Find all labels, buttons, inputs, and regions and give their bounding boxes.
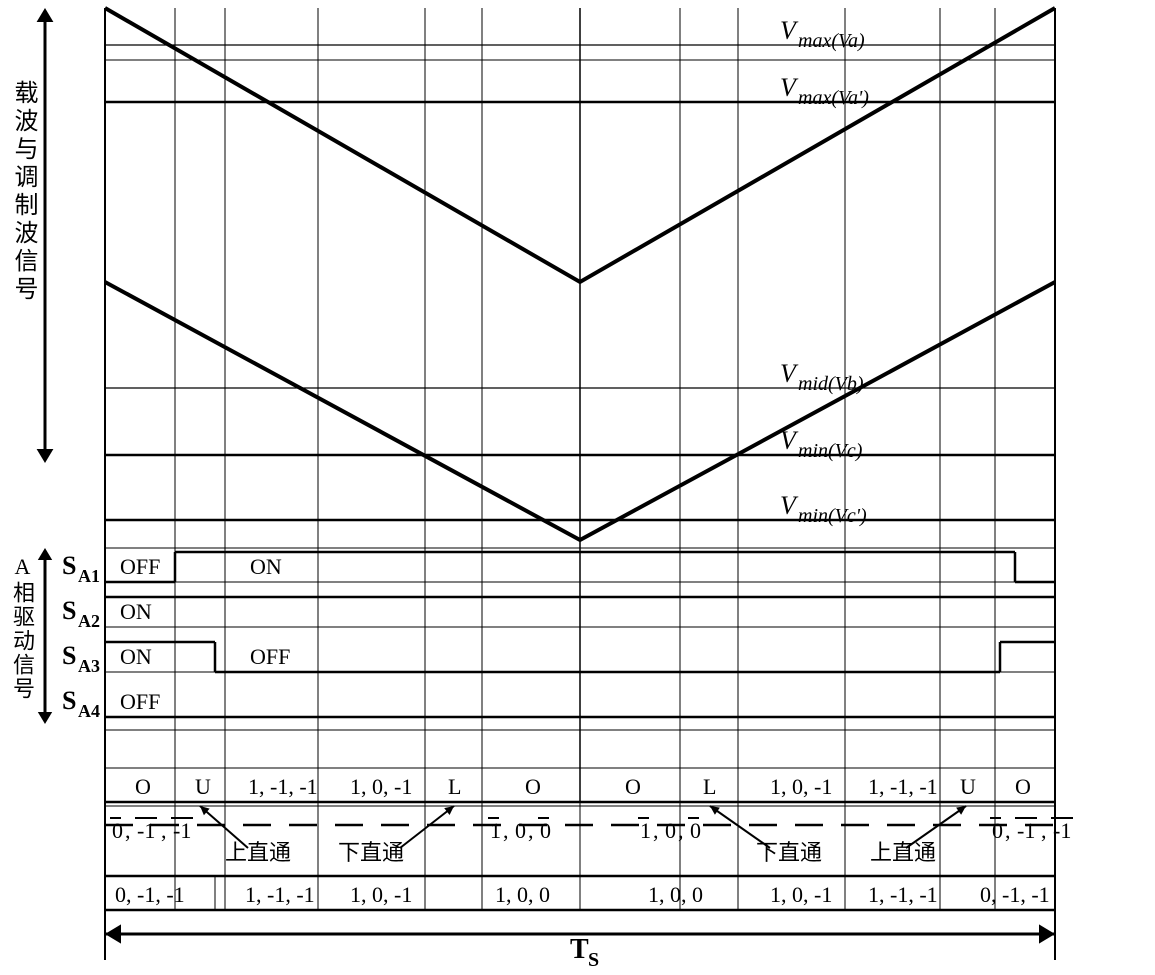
svg-text:0: 0 <box>992 818 1003 843</box>
svg-text:ON: ON <box>250 554 282 579</box>
svg-text:ON: ON <box>120 644 152 669</box>
svg-text:V: V <box>780 426 799 455</box>
svg-text:上直通: 上直通 <box>225 840 291 865</box>
svg-text:,: , <box>1005 818 1011 843</box>
svg-text:A4: A4 <box>78 701 100 721</box>
svg-text:ON: ON <box>120 599 152 624</box>
svg-text:下直通: 下直通 <box>756 840 822 865</box>
svg-text:A1: A1 <box>78 566 100 586</box>
svg-text:S: S <box>62 641 76 670</box>
svg-text:1, -1, -1: 1, -1, -1 <box>245 882 315 907</box>
svg-text:,: , <box>678 818 684 843</box>
svg-text:O: O <box>625 774 641 799</box>
svg-text:max(Va'): max(Va') <box>798 87 869 109</box>
svg-text:O: O <box>525 774 541 799</box>
svg-text:S: S <box>62 686 76 715</box>
drive-side-label: A相驱动信号 <box>6 554 38 701</box>
svg-text:V: V <box>780 491 799 520</box>
svg-text:1, 0, -1: 1, 0, -1 <box>350 774 412 799</box>
svg-text:OFF: OFF <box>250 644 290 669</box>
svg-text:V: V <box>780 359 799 388</box>
svg-text:OFF: OFF <box>120 689 160 714</box>
svg-text:0: 0 <box>540 818 551 843</box>
svg-text:L: L <box>703 774 716 799</box>
svg-text:,: , <box>503 818 509 843</box>
svg-text:0, -1, -1: 0, -1, -1 <box>115 882 185 907</box>
svg-text:OFF: OFF <box>120 554 160 579</box>
svg-text:-1: -1 <box>1053 818 1071 843</box>
svg-text:L: L <box>448 774 461 799</box>
svg-text:T: T <box>570 934 589 965</box>
svg-text:1, 0, 0: 1, 0, 0 <box>648 882 703 907</box>
svg-text:-1: -1 <box>137 818 155 843</box>
svg-text:min(Vc): min(Vc) <box>798 440 863 462</box>
svg-text:,: , <box>125 818 131 843</box>
svg-text:0: 0 <box>112 818 123 843</box>
svg-text:-1: -1 <box>1017 818 1035 843</box>
svg-text:1: 1 <box>490 818 501 843</box>
svg-text:A2: A2 <box>78 611 100 631</box>
svg-text:S: S <box>588 949 599 971</box>
svg-text:U: U <box>195 774 211 799</box>
svg-text:S: S <box>62 551 76 580</box>
svg-text:1, 0, -1: 1, 0, -1 <box>350 882 412 907</box>
svg-text:0: 0 <box>690 818 701 843</box>
svg-text:1: 1 <box>640 818 651 843</box>
svg-text:上直通: 上直通 <box>870 840 936 865</box>
svg-text:1, -1, -1: 1, -1, -1 <box>868 882 938 907</box>
svg-text:1, 0, 0: 1, 0, 0 <box>495 882 550 907</box>
svg-text:下直通: 下直通 <box>338 840 404 865</box>
svg-text:V: V <box>780 16 799 45</box>
carrier-side-label: 载波与调制波信号 <box>6 80 41 304</box>
svg-text:0: 0 <box>515 818 526 843</box>
svg-text:S: S <box>62 596 76 625</box>
svg-text:U: U <box>960 774 976 799</box>
svg-text:0, -1, -1: 0, -1, -1 <box>980 882 1050 907</box>
svg-text:1, -1, -1: 1, -1, -1 <box>868 774 938 799</box>
svg-text:mid(Vb): mid(Vb) <box>798 373 864 395</box>
svg-text:,: , <box>528 818 534 843</box>
svg-text:V: V <box>780 73 799 102</box>
svg-text:max(Va): max(Va) <box>798 30 865 52</box>
svg-text:min(Vc'): min(Vc') <box>798 505 867 527</box>
svg-text:O: O <box>1015 774 1031 799</box>
svg-text:,: , <box>1041 818 1047 843</box>
svg-text:-1: -1 <box>173 818 191 843</box>
timing-diagram: Vmax(Va)Vmax(Va')Vmid(Vb)Vmin(Vc)Vmin(Vc… <box>0 0 1155 975</box>
svg-text:A3: A3 <box>78 656 100 676</box>
svg-text:O: O <box>135 774 151 799</box>
svg-text:0: 0 <box>665 818 676 843</box>
svg-text:,: , <box>653 818 659 843</box>
svg-text:1, 0, -1: 1, 0, -1 <box>770 882 832 907</box>
svg-text:,: , <box>161 818 167 843</box>
svg-text:1, 0, -1: 1, 0, -1 <box>770 774 832 799</box>
svg-text:1, -1, -1: 1, -1, -1 <box>248 774 318 799</box>
